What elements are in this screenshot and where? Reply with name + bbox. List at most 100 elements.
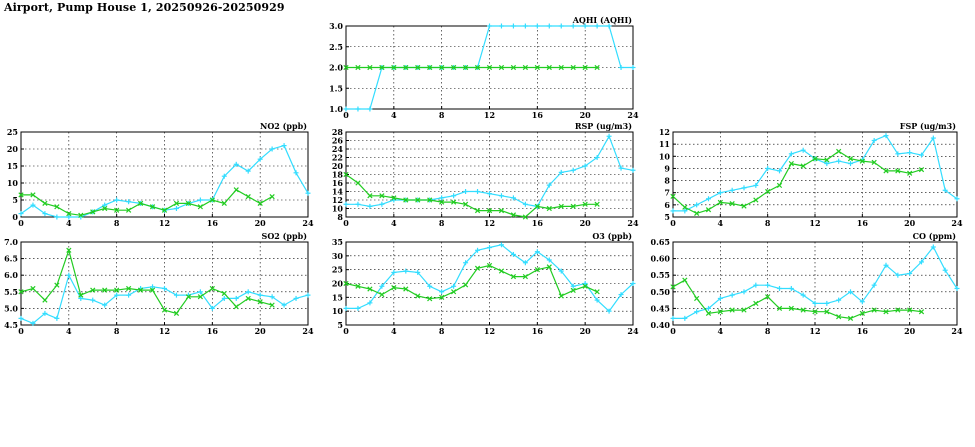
y-tick-label: 22 <box>332 153 343 163</box>
marker-stroke <box>741 203 747 209</box>
marker-stroke <box>66 247 72 253</box>
marker-stroke <box>788 305 794 312</box>
data-point <box>800 307 806 313</box>
data-point <box>197 294 203 300</box>
y-tick-label: 10 <box>7 178 19 188</box>
data-point <box>474 208 481 214</box>
marker-stroke <box>18 192 24 198</box>
data-point <box>42 211 48 217</box>
y-tick-label: 5 <box>664 212 670 222</box>
data-point <box>245 295 251 302</box>
data-point <box>367 300 373 306</box>
data-point <box>594 23 600 29</box>
x-tick-label: 0 <box>343 110 349 120</box>
series-line <box>345 264 598 300</box>
data-point <box>510 64 517 71</box>
series-line <box>21 189 273 216</box>
data-point <box>293 295 299 301</box>
data-point <box>729 201 735 207</box>
marker-stroke <box>570 287 576 294</box>
x-tick-label: 0 <box>670 326 676 336</box>
marker-stroke <box>137 200 144 207</box>
marker-stroke <box>498 64 505 71</box>
data-point <box>606 308 612 314</box>
y-tick-label: 25 <box>332 265 343 275</box>
data-point <box>54 204 60 210</box>
data-point <box>582 281 588 286</box>
data-point <box>257 200 263 207</box>
data-point <box>451 283 457 289</box>
data-point <box>534 23 540 29</box>
marker-stroke <box>800 307 806 313</box>
data-point <box>391 269 397 275</box>
y-tick-label: 0.60 <box>651 254 671 264</box>
data-point <box>694 202 700 208</box>
data-point <box>269 146 275 152</box>
data-point <box>379 291 385 298</box>
data-point <box>114 287 120 293</box>
data-point <box>717 199 723 206</box>
marker-stroke <box>918 167 925 173</box>
marker-stroke <box>474 265 481 271</box>
data-point <box>705 310 712 317</box>
data-point <box>486 208 493 214</box>
data-point <box>162 285 167 291</box>
data-point <box>705 207 712 213</box>
y-tick-label: 15 <box>332 292 343 302</box>
x-tick-label: 24 <box>302 326 314 336</box>
marker-stroke <box>582 201 588 207</box>
data-point <box>606 23 612 29</box>
x-tick-label: 24 <box>951 218 963 228</box>
data-point <box>618 65 624 70</box>
data-point <box>824 309 830 315</box>
marker-stroke <box>379 64 385 71</box>
data-point <box>415 293 421 299</box>
data-point <box>269 302 275 308</box>
data-point <box>630 281 636 286</box>
data-point <box>930 135 936 141</box>
y-tick-label: 0.65 <box>651 237 670 247</box>
x-tick-label: 24 <box>627 218 639 228</box>
data-point <box>582 23 588 29</box>
data-point <box>776 305 783 312</box>
data-point <box>475 189 481 194</box>
marker-stroke <box>558 64 564 71</box>
data-point <box>90 209 96 215</box>
y-tick-label: 20 <box>332 161 344 171</box>
data-point <box>510 273 517 280</box>
x-tick-label: 8 <box>114 218 120 228</box>
y-tick-label: 5 <box>12 195 18 205</box>
data-point <box>367 64 373 71</box>
x-tick-label: 12 <box>159 326 170 336</box>
data-point <box>776 182 783 189</box>
plot-aqhi: 0 4 8 12 16 20 24 1.0 1.5 2.0 2.5 3.0 AQHI (AQHI) <box>329 15 639 120</box>
data-point <box>546 64 552 71</box>
marker-stroke <box>871 307 877 313</box>
x-tick-label: 0 <box>343 326 349 336</box>
marker-stroke <box>895 307 901 313</box>
data-point <box>221 295 227 301</box>
data-point <box>487 245 492 251</box>
marker-stroke <box>729 201 735 207</box>
data-point <box>451 289 457 295</box>
data-point <box>498 193 504 199</box>
data-point <box>197 204 203 210</box>
marker-stroke <box>847 156 854 162</box>
data-point <box>42 200 48 207</box>
data-point <box>126 292 132 298</box>
data-point <box>343 64 349 71</box>
data-point <box>161 207 168 213</box>
plot-o3: 0 4 8 12 16 20 24 5 10 15 20 25 30 35 O3 (ppb) <box>332 231 639 336</box>
marker-stroke <box>717 199 723 206</box>
data-point <box>439 289 445 295</box>
data-point <box>474 64 481 71</box>
data-point <box>403 268 409 274</box>
series-line <box>672 150 922 215</box>
data-point <box>694 309 700 315</box>
y-tick-label: 24 <box>332 144 344 154</box>
data-point <box>379 283 385 289</box>
marker-stroke <box>800 163 806 169</box>
marker-stroke <box>582 64 588 71</box>
x-tick-label: 4 <box>718 326 724 336</box>
data-point <box>78 295 84 301</box>
